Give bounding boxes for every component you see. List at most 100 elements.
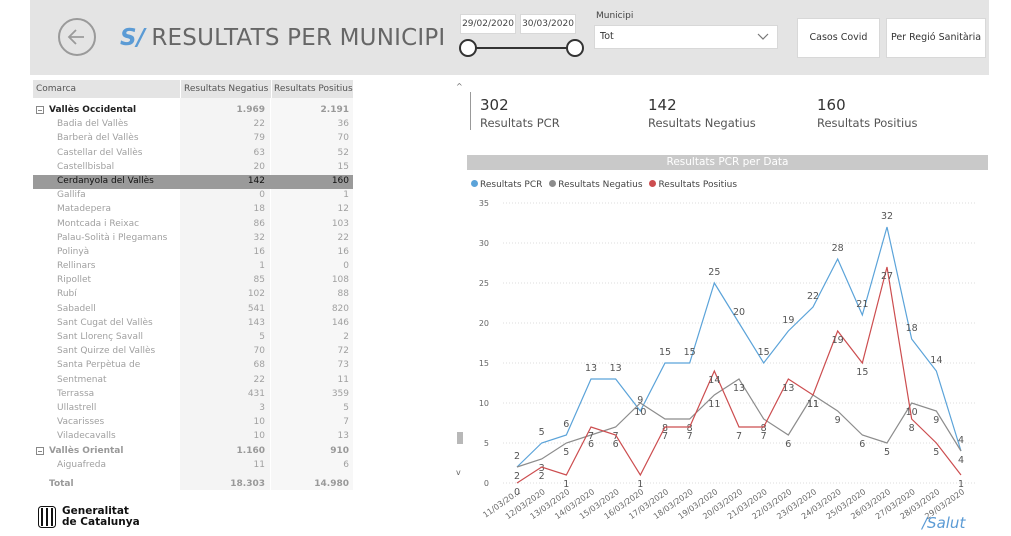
date-slider-end-handle[interactable] — [566, 39, 584, 57]
table-group-row[interactable]: Vallès Oriental 1.160 910 — [33, 445, 353, 459]
table-row[interactable]: Terrassa 431 359 — [33, 388, 353, 402]
data-label: 21 — [856, 299, 868, 310]
cell-negatius: 10 — [253, 431, 265, 442]
data-label: 13 — [610, 363, 622, 374]
table-row[interactable]: Santa Perpètua de 68 73 — [33, 359, 353, 373]
data-label: 5 — [539, 427, 545, 438]
table-row[interactable]: Gallifa 0 1 — [33, 189, 353, 203]
table-row[interactable]: Sant Quirze del Vallès 70 72 — [33, 345, 353, 359]
data-label: 25 — [708, 267, 720, 278]
cell-positius: 12 — [337, 204, 349, 215]
column-header-positius[interactable]: Resultats Positius — [274, 84, 353, 94]
kpi-positius: 160 Resultats Positius — [817, 96, 917, 130]
column-header-comarca[interactable]: Comarca — [36, 84, 77, 94]
data-label: 15 — [659, 347, 671, 358]
table-row[interactable]: Rubí 102 88 — [33, 288, 353, 302]
data-label: 19 — [782, 315, 794, 326]
cell-positius: 5 — [343, 402, 349, 413]
series-line-1[interactable] — [516, 378, 962, 468]
data-label: 13 — [733, 383, 745, 394]
cell-municipi: Montcada i Reixac — [57, 218, 140, 229]
scroll-up-icon[interactable]: ^ — [456, 82, 463, 91]
cell-negatius: 85 — [253, 275, 265, 286]
table-row[interactable]: Montcada i Reixac 86 103 — [33, 218, 353, 232]
kpi-negatius-label: Resultats Negatius — [648, 116, 756, 130]
data-label: 7 — [736, 431, 742, 442]
cell-municipi: Sant Quirze del Vallès — [57, 346, 156, 357]
cell-negatius: 63 — [253, 147, 265, 158]
y-tick-label: 25 — [479, 279, 489, 288]
data-label: 19 — [832, 335, 844, 346]
cell-negatius: 10 — [253, 417, 265, 428]
gencat-text: Generalitat de Catalunya — [62, 506, 140, 528]
column-divider — [180, 80, 181, 98]
table-row[interactable]: Barberà del Vallès 79 70 — [33, 132, 353, 146]
cell-positius: 73 — [337, 360, 349, 371]
cell-municipi: Gallifa — [57, 190, 86, 201]
municipi-dropdown[interactable]: Tot — [594, 25, 778, 49]
kpi-negatius: 142 Resultats Negatius — [648, 96, 756, 130]
legend-item-pcr[interactable]: Resultats PCR — [471, 180, 542, 190]
casos-covid-button[interactable]: Casos Covid — [797, 18, 880, 58]
legend-dot-negatius — [549, 180, 557, 187]
cell-municipi: Vacarisses — [57, 417, 105, 428]
cell-positius: 820 — [331, 303, 349, 314]
data-label: 3 — [539, 463, 545, 474]
municipi-value: Tot — [600, 31, 614, 42]
total-negatius: 18.303 — [230, 479, 265, 489]
regio-sanitaria-button[interactable]: Per Regió Sanitària — [886, 18, 986, 58]
date-slider-track[interactable] — [468, 47, 576, 49]
scroll-down-icon[interactable]: v — [456, 468, 461, 477]
cell-positius: 72 — [337, 346, 349, 357]
cell-municipi: Sant Cugat del Vallès — [57, 317, 153, 328]
table-scrollbar[interactable]: ^ v — [456, 82, 464, 482]
back-button[interactable] — [58, 18, 96, 56]
gencat-logo: Generalitat de Catalunya — [38, 506, 140, 532]
date-start-field[interactable]: 29/02/2020 — [460, 14, 516, 34]
table-row[interactable]: Aiguafreda 11 6 — [33, 459, 353, 473]
series-line-2[interactable] — [516, 266, 962, 484]
data-label: 9 — [637, 395, 643, 406]
table-row[interactable]: Vacarisses 10 7 — [33, 416, 353, 430]
table-row[interactable]: Polinyà 16 16 — [33, 246, 353, 260]
table-row[interactable]: Viladecavalls 10 13 — [33, 430, 353, 444]
cell-positius: 36 — [337, 119, 349, 130]
data-label: 11 — [807, 399, 819, 410]
scroll-thumb[interactable] — [457, 432, 463, 444]
table-row[interactable]: Badia del Vallès 22 36 — [33, 118, 353, 132]
table-row[interactable]: Sabadell 541 820 — [33, 303, 353, 317]
date-end-field[interactable]: 30/03/2020 — [520, 14, 576, 34]
table-row[interactable]: Palau-Solità i Plegamans 32 22 — [33, 232, 353, 246]
table-row[interactable]: Sant Cugat del Vallès 143 146 — [33, 317, 353, 331]
cell-positius: 13 — [337, 431, 349, 442]
table-row[interactable]: Cerdanyola del Vallès 142 160 — [33, 174, 353, 190]
legend-label-positius: Resultats Positius — [658, 180, 738, 190]
table-row[interactable]: Rellinars 1 0 — [33, 260, 353, 274]
table-row[interactable]: Ullastrell 3 5 — [33, 402, 353, 416]
legend-item-negatius[interactable]: Resultats Negatius — [549, 180, 643, 190]
cell-municipi: Ripollet — [57, 275, 92, 286]
y-tick-label: 20 — [479, 319, 489, 328]
table-row[interactable]: Sant Llorenç Savall 5 2 — [33, 331, 353, 345]
data-label: 8 — [909, 423, 915, 434]
collapse-icon[interactable] — [36, 106, 44, 114]
data-label: 4 — [958, 435, 964, 446]
table-row[interactable]: Matadepera 18 12 — [33, 203, 353, 217]
column-header-negatius[interactable]: Resultats Negatius — [184, 84, 269, 94]
line-chart[interactable]: 0510152025303511/03/20...12/03/202013/03… — [465, 195, 990, 525]
data-label: 15 — [856, 367, 868, 378]
date-slider-start-handle[interactable] — [459, 39, 477, 57]
table-row[interactable]: Castellbisbal 20 15 — [33, 161, 353, 175]
table-row[interactable]: Ripollet 85 108 — [33, 274, 353, 288]
series-line-0[interactable] — [516, 226, 962, 468]
cell-municipi: Terrassa — [57, 388, 95, 399]
data-label: 7 — [613, 431, 619, 442]
table-group-row[interactable]: Vallès Occidental 1.969 2.191 — [33, 104, 353, 118]
legend-item-positius[interactable]: Resultats Positius — [649, 180, 737, 190]
collapse-icon[interactable] — [36, 446, 44, 455]
table-row[interactable]: Castellar del Vallès 63 52 — [33, 147, 353, 161]
table-row[interactable]: Sentmenat 22 11 — [33, 374, 353, 388]
cell-negatius: 1 — [259, 261, 265, 272]
header-bar: S/RESULTATS PER MUNICIPI 29/02/2020 30/0… — [30, 0, 989, 75]
